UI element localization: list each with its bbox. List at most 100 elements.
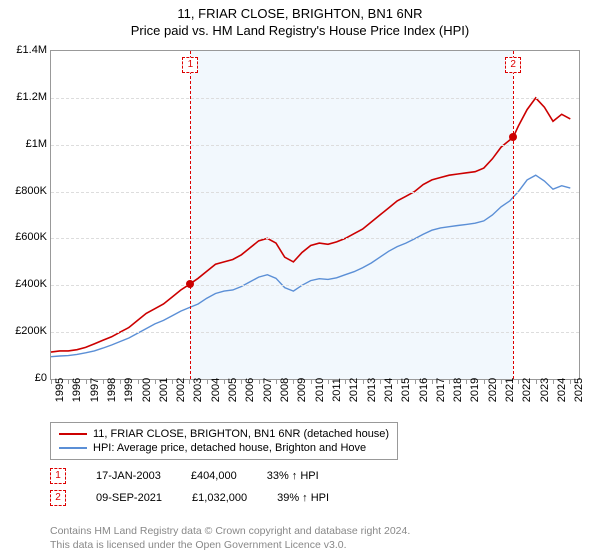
y-gridline [51,145,579,146]
x-axis-label: 2022 [521,378,533,402]
x-axis-label: 2002 [175,378,187,402]
footer-attribution: Contains HM Land Registry data © Crown c… [50,524,410,552]
x-axis-label: 1996 [71,378,83,402]
x-tick [415,379,416,384]
transaction-row: 2 09-SEP-2021 £1,032,000 39% ↑ HPI [50,490,329,506]
legend: 11, FRIAR CLOSE, BRIGHTON, BN1 6NR (deta… [50,422,398,460]
series-line-property [51,98,570,352]
legend-label-hpi: HPI: Average price, detached house, Brig… [93,442,366,454]
x-axis-label: 2018 [452,378,464,402]
x-axis-label: 1998 [106,378,118,402]
x-tick [259,379,260,384]
x-tick [138,379,139,384]
y-gridline [51,285,579,286]
marker-dot [509,133,517,141]
x-tick [51,379,52,384]
y-axis-label: £200K [15,325,47,337]
series-line-hpi [51,175,570,357]
x-tick [276,379,277,384]
x-tick [484,379,485,384]
y-axis-label: £400K [15,278,47,290]
y-axis-label: £1.4M [16,44,47,56]
x-axis-label: 2012 [348,378,360,402]
marker-badge: 1 [182,57,198,73]
x-tick [501,379,502,384]
x-tick [570,379,571,384]
x-axis-label: 2010 [314,378,326,402]
x-axis-label: 1995 [54,378,66,402]
x-axis-label: 2019 [469,378,481,402]
x-tick [155,379,156,384]
x-tick [86,379,87,384]
x-tick [466,379,467,384]
marker-dot [186,280,194,288]
transaction-table: 1 17-JAN-2003 £404,000 33% ↑ HPI 2 09-SE… [50,468,329,512]
x-axis-label: 2009 [296,378,308,402]
y-gridline [51,98,579,99]
x-tick [380,379,381,384]
footer-line2: This data is licensed under the Open Gov… [50,538,410,552]
y-gridline [51,332,579,333]
x-axis-label: 2011 [331,378,343,402]
x-axis-label: 2001 [158,378,170,402]
x-tick [449,379,450,384]
y-axis-label: £1.2M [16,91,47,103]
x-tick [103,379,104,384]
chart-plot-area: 12 [50,50,580,380]
transaction-price: £1,032,000 [192,492,247,504]
marker-line [513,51,514,379]
x-tick [189,379,190,384]
marker-badge: 2 [50,490,66,506]
transaction-delta: 39% ↑ HPI [277,492,329,504]
footer-line1: Contains HM Land Registry data © Crown c… [50,524,410,538]
transaction-date: 09-SEP-2021 [96,492,162,504]
x-axis-label: 1997 [89,378,101,402]
x-axis-label: 2003 [192,378,204,402]
y-axis-label: £800K [15,185,47,197]
x-tick [518,379,519,384]
x-tick [432,379,433,384]
chart-title-block: 11, FRIAR CLOSE, BRIGHTON, BN1 6NR Price… [0,0,600,38]
legend-label-property: 11, FRIAR CLOSE, BRIGHTON, BN1 6NR (deta… [93,428,389,440]
x-tick [293,379,294,384]
legend-row-property: 11, FRIAR CLOSE, BRIGHTON, BN1 6NR (deta… [59,427,389,441]
legend-row-hpi: HPI: Average price, detached house, Brig… [59,441,389,455]
x-tick [224,379,225,384]
x-axis-label: 2024 [556,378,568,402]
y-axis-label: £1M [26,138,47,150]
x-tick [397,379,398,384]
marker-line [190,51,191,379]
x-axis-label: 2021 [504,378,516,402]
title-subtitle: Price paid vs. HM Land Registry's House … [0,23,600,38]
transaction-date: 17-JAN-2003 [96,470,161,482]
y-gridline [51,238,579,239]
x-tick [328,379,329,384]
legend-swatch-property [59,433,87,435]
x-tick [172,379,173,384]
y-axis-label: £600K [15,231,47,243]
transaction-delta: 33% ↑ HPI [267,470,319,482]
x-tick [311,379,312,384]
y-axis-label: £0 [35,372,47,384]
x-axis-label: 1999 [123,378,135,402]
chart-lines-svg [51,51,579,379]
x-tick [553,379,554,384]
x-tick [68,379,69,384]
x-axis-label: 2020 [487,378,499,402]
y-gridline [51,192,579,193]
x-tick [536,379,537,384]
x-axis-label: 2006 [244,378,256,402]
x-axis-label: 2025 [573,378,585,402]
x-axis-label: 2005 [227,378,239,402]
legend-swatch-hpi [59,447,87,449]
x-axis-label: 2016 [418,378,430,402]
marker-badge: 1 [50,468,66,484]
x-axis-label: 2015 [400,378,412,402]
x-axis-label: 2017 [435,378,447,402]
x-axis-label: 2014 [383,378,395,402]
title-address: 11, FRIAR CLOSE, BRIGHTON, BN1 6NR [0,6,600,21]
x-axis-label: 2007 [262,378,274,402]
x-axis-label: 2023 [539,378,551,402]
x-tick [120,379,121,384]
marker-badge: 2 [505,57,521,73]
